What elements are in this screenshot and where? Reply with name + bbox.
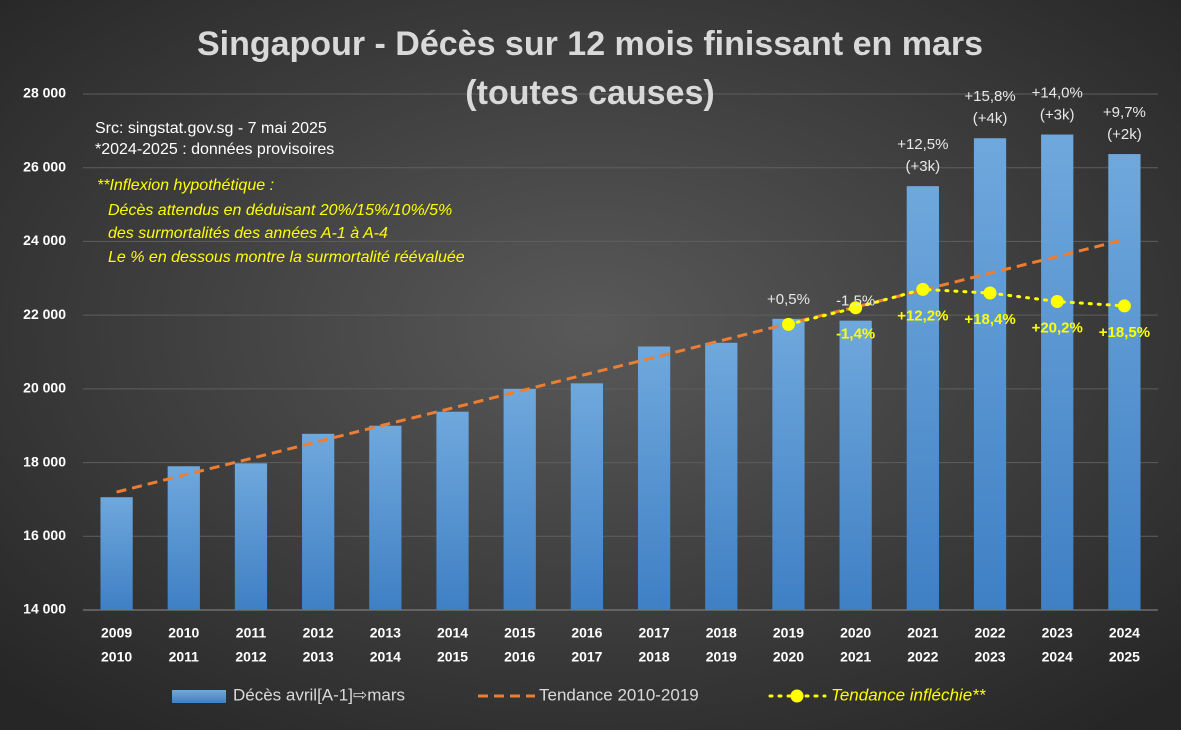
x-tick-label: 2017 — [639, 625, 670, 641]
marker — [916, 282, 930, 296]
marker — [781, 317, 795, 331]
inflexion-note: des surmortalités des années A-1 à A-4 — [108, 225, 388, 242]
x-tick-label: 2012 — [235, 649, 266, 665]
trend-line — [786, 287, 1126, 326]
bar — [906, 186, 939, 610]
trend-line — [116, 238, 1125, 494]
inflexion-note: Le % en dessous montre la surmortalité r… — [108, 249, 465, 266]
source-note: Src: singstat.gov.sg - 7 mai 2025 — [95, 120, 327, 137]
marker — [849, 301, 863, 315]
x-tick-label: 2017 — [571, 649, 602, 665]
x-tick-label: 2014 — [437, 625, 468, 641]
source-note: *2024-2025 : données provisoires — [95, 141, 334, 158]
bar — [167, 466, 200, 610]
bar — [570, 383, 604, 610]
marker — [1117, 299, 1131, 313]
bar — [1041, 134, 1074, 611]
x-tick-label: 2010 — [168, 625, 199, 641]
y-tick-label: 14 000 — [23, 601, 66, 617]
x-tick-label: 2019 — [706, 649, 737, 665]
x-tick-label: 2021 — [840, 649, 871, 665]
inflexion-note: Décès attendus en déduisant 20%/15%/10%/… — [108, 202, 452, 219]
y-tick-label: 28 000 — [23, 85, 66, 101]
legend-swatch — [790, 689, 804, 703]
bar — [772, 318, 805, 610]
x-tick-label: 2011 — [236, 625, 267, 641]
data-label: (+2k) — [1107, 126, 1142, 143]
data-label: +9,7% — [1103, 104, 1146, 121]
bar — [839, 320, 872, 610]
x-tick-label: 2018 — [706, 625, 737, 641]
bar — [302, 433, 335, 610]
x-tick-label: 2020 — [840, 625, 871, 641]
x-tick-label: 2015 — [437, 649, 468, 665]
x-tick-label: 2016 — [504, 649, 535, 665]
x-tick-label: 2012 — [303, 625, 334, 641]
x-tick-label: 2021 — [907, 625, 938, 641]
bar — [973, 138, 1007, 610]
y-tick-label: 20 000 — [23, 380, 66, 396]
x-tick-label: 2009 — [101, 625, 132, 641]
bar — [637, 346, 671, 610]
data-label: (+4k) — [973, 110, 1008, 127]
legend-label: Tendance infléchie** — [831, 685, 987, 704]
x-tick-label: 2014 — [370, 649, 401, 665]
data-label: +18,4% — [964, 311, 1015, 328]
data-label: (+3k) — [906, 158, 941, 175]
data-label: +20,2% — [1032, 319, 1083, 336]
x-tick-label: 2013 — [370, 625, 401, 641]
marker — [1050, 295, 1064, 309]
bar — [100, 497, 133, 610]
x-tick-label: 2018 — [639, 649, 670, 665]
bar — [436, 411, 469, 610]
chart-title: (toutes causes) — [465, 74, 714, 112]
x-tick-label: 2022 — [974, 625, 1005, 641]
data-label: -1,5% — [836, 293, 875, 310]
x-tick-label: 2016 — [571, 625, 602, 641]
x-tick-label: 2020 — [773, 649, 804, 665]
y-tick-label: 16 000 — [23, 527, 66, 543]
x-tick-label: 2011 — [169, 649, 200, 665]
x-tick-label: 2013 — [303, 649, 334, 665]
x-tick-label: 2023 — [974, 649, 1005, 665]
y-tick-label: 22 000 — [23, 306, 66, 322]
bar — [705, 342, 738, 610]
inflexion-note: **Inflexion hypothétique : — [97, 177, 274, 194]
x-tick-label: 2019 — [773, 625, 804, 641]
legend-swatch — [172, 690, 226, 703]
data-label: +14,0% — [1032, 85, 1083, 102]
bar — [369, 425, 402, 610]
bar — [234, 463, 268, 610]
y-tick-label: 18 000 — [23, 453, 66, 469]
chart-title: Singapour - Décès sur 12 mois finissant … — [197, 25, 983, 63]
y-tick-label: 26 000 — [23, 158, 66, 174]
data-label: (+3k) — [1040, 107, 1075, 124]
legend-label: Tendance 2010-2019 — [539, 685, 699, 704]
legend-label: Décès avril[A-1]⇨mars — [233, 685, 405, 704]
data-label: +18,5% — [1099, 324, 1150, 341]
data-label: +12,5% — [897, 136, 948, 153]
data-label: +15,8% — [964, 88, 1015, 105]
data-label: +0,5% — [767, 291, 810, 308]
marker — [983, 286, 997, 300]
x-tick-label: 2010 — [101, 649, 132, 665]
x-tick-label: 2024 — [1109, 625, 1140, 641]
x-tick-label: 2022 — [907, 649, 938, 665]
bar — [1108, 154, 1141, 610]
x-tick-label: 2015 — [504, 625, 535, 641]
x-tick-label: 2025 — [1109, 649, 1140, 665]
x-tick-label: 2023 — [1042, 625, 1073, 641]
bar — [503, 388, 536, 610]
data-label: +12,2% — [897, 307, 948, 324]
data-label: -1,4% — [836, 326, 875, 343]
y-tick-label: 24 000 — [23, 232, 66, 248]
x-tick-label: 2024 — [1042, 649, 1073, 665]
